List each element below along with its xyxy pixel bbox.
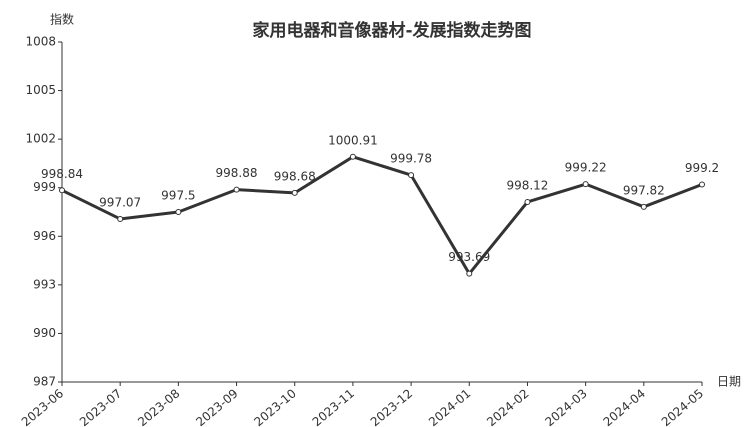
data-label: 999.22: [565, 161, 607, 175]
data-label: 997.82: [623, 183, 665, 197]
data-label: 999.78: [390, 152, 432, 166]
x-tick-label: 2023-11: [310, 386, 357, 427]
data-line: [61, 155, 703, 276]
x-tick-label: 2024-02: [484, 386, 531, 427]
y-tick-label: 987: [33, 375, 56, 389]
x-tick-label: 2024-03: [542, 386, 589, 427]
data-label: 998.84: [41, 167, 83, 181]
data-point: [349, 153, 356, 160]
y-tick-label: 999: [33, 180, 56, 194]
x-tick-label: 2024-04: [601, 386, 648, 427]
x-tick-label: 2024-01: [426, 386, 473, 427]
data-label: 999.2: [685, 161, 719, 175]
y-tick-label: 990: [33, 326, 56, 340]
data-point: [582, 181, 589, 188]
data-point: [175, 209, 182, 215]
y-tick-label: 1005: [25, 83, 56, 97]
data-point: [699, 181, 705, 188]
data-label: 998.68: [274, 169, 316, 183]
data-point: [59, 187, 65, 194]
data-point: [117, 215, 124, 222]
x-tick-label: 2023-10: [251, 386, 298, 427]
y-tick-label: 993: [33, 277, 56, 291]
data-label: 998.88: [216, 166, 258, 180]
x-axis-label: 日期: [717, 375, 741, 389]
x-tick-label: 2023-09: [193, 386, 240, 427]
data-point: [408, 172, 415, 179]
x-tick-label: 2023-07: [77, 386, 124, 427]
x-tick-label: 2023-12: [368, 386, 415, 427]
x-tick-label: 2023-08: [135, 386, 182, 427]
data-point: [466, 270, 473, 277]
y-tick-label: 996: [33, 229, 56, 243]
data-point: [291, 189, 298, 196]
data-label: 1000.91: [328, 133, 378, 147]
x-tick-label: 2023-06: [19, 386, 66, 427]
data-point: [524, 198, 531, 205]
data-label: 997.5: [161, 189, 195, 203]
chart-title: 家用电器和音像器材-发展指数走势图: [252, 20, 531, 41]
data-label: 993.69: [448, 250, 490, 264]
data-label: 997.07: [99, 195, 141, 209]
data-point: [233, 186, 240, 193]
y-tick-label: 1008: [25, 35, 56, 49]
y-axis-label: 指数: [50, 12, 74, 27]
data-label: 998.12: [506, 178, 548, 192]
x-tick-label: 2024-05: [659, 386, 706, 427]
data-point: [640, 203, 647, 210]
y-tick-label: 1002: [25, 132, 56, 146]
